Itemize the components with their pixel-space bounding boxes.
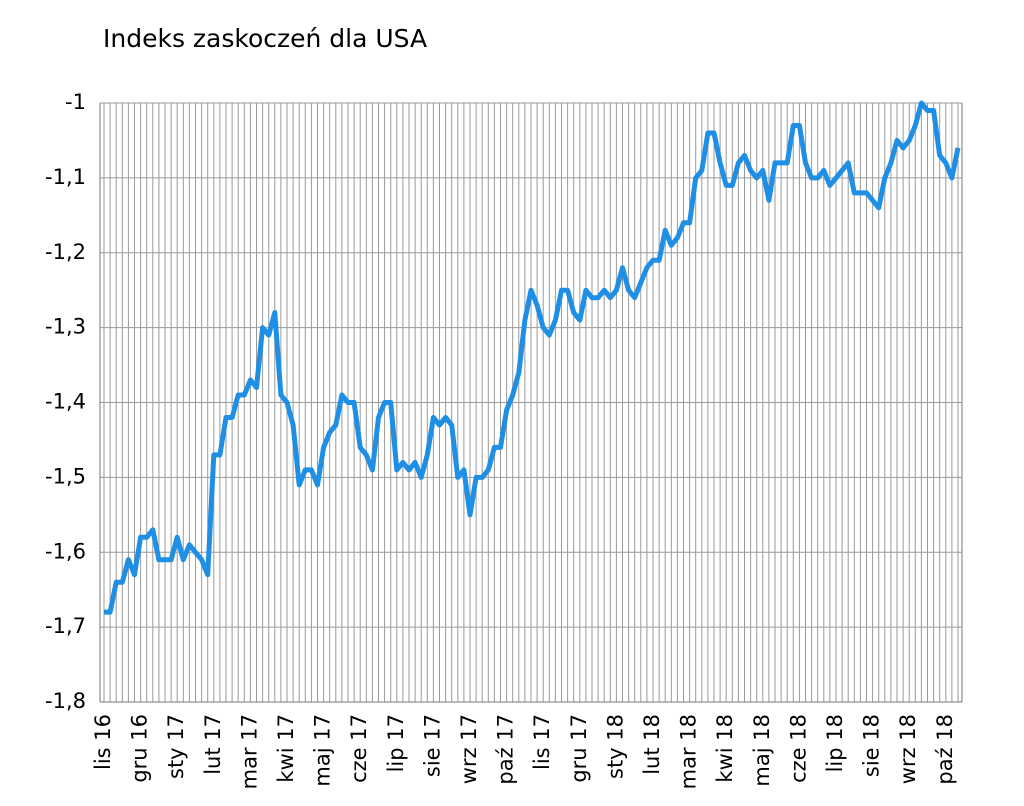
x-tick-label: lis 16 (91, 714, 115, 770)
x-tick-label: sie 18 (860, 714, 884, 777)
x-tick-label: wrz 18 (896, 714, 920, 784)
y-tick-label: -1,6 (45, 539, 86, 563)
y-tick-label: -1,3 (45, 315, 86, 339)
y-tick-label: -1,1 (45, 165, 86, 189)
x-tick-label: paź 17 (494, 714, 518, 785)
x-tick-label: paź 18 (933, 714, 957, 785)
x-tick-label: sie 17 (420, 714, 444, 777)
y-tick-label: -1 (65, 90, 86, 114)
x-tick-label: lut 17 (201, 714, 225, 775)
x-tick-label: lis 17 (530, 714, 554, 770)
x-tick-label: maj 17 (311, 714, 335, 787)
x-tick-label: sty 18 (603, 714, 627, 779)
y-tick-label: -1,2 (45, 240, 86, 264)
x-tick-label: cze 17 (347, 714, 371, 783)
x-tick-label: gru 16 (128, 714, 152, 783)
data-line (104, 100, 961, 615)
x-tick-label: mar 17 (237, 714, 261, 789)
y-tick-label: -1,8 (45, 689, 86, 713)
x-tick-label: kwi 18 (713, 714, 737, 783)
x-tick-label: wrz 17 (457, 714, 481, 784)
x-tick-label: gru 17 (567, 714, 591, 783)
chart-title: Indeks zaskoczeń dla USA (103, 24, 427, 53)
x-tick-label: cze 18 (786, 714, 810, 783)
x-tick-label: maj 18 (750, 714, 774, 787)
x-tick-label: kwi 17 (274, 714, 298, 783)
y-tick-label: -1,5 (45, 464, 86, 488)
x-tick-label: lut 18 (640, 714, 664, 775)
x-tick-label: sty 17 (164, 714, 188, 779)
x-tick-label: lip 17 (384, 714, 408, 772)
y-tick-label: -1,7 (45, 614, 86, 638)
x-tick-label: mar 18 (677, 714, 701, 789)
x-tick-label: lip 18 (823, 714, 847, 772)
y-tick-label: -1,4 (45, 390, 86, 414)
